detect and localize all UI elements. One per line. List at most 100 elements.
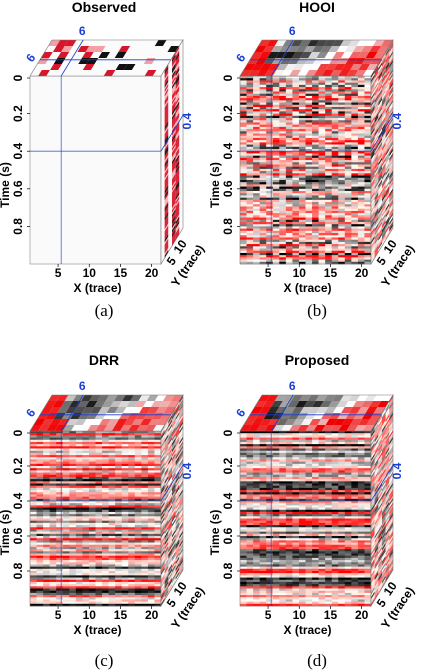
front-cell	[62, 490, 70, 493]
front-cell	[357, 259, 365, 263]
front-cell	[357, 87, 365, 90]
front-cell	[75, 457, 83, 460]
front-cell	[279, 259, 287, 263]
side-cell	[374, 194, 379, 203]
side-cell	[371, 149, 375, 158]
side-cell	[378, 60, 382, 69]
front-cell	[351, 237, 359, 240]
front-cell	[43, 435, 50, 438]
side-cell	[161, 479, 165, 488]
front-cell	[69, 463, 77, 467]
side-cell	[382, 175, 386, 185]
front-cell	[312, 148, 319, 152]
front-cell	[351, 239, 359, 243]
front-cell	[364, 239, 372, 243]
front-cell	[266, 217, 274, 221]
front-cell	[325, 237, 332, 240]
front-cell	[259, 100, 267, 103]
side-cell	[179, 119, 183, 128]
front-cell	[56, 595, 64, 598]
front-cell	[88, 592, 96, 596]
front-cell	[305, 182, 313, 185]
front-cell	[108, 599, 116, 602]
front-cell	[56, 511, 64, 515]
side-cell	[389, 183, 393, 192]
top-cell	[352, 46, 365, 52]
front-cell	[128, 439, 136, 443]
front-cell	[88, 487, 96, 491]
side-cell	[168, 179, 172, 188]
front-cell	[128, 553, 136, 556]
front-cell	[95, 441, 103, 445]
side-cell	[378, 208, 382, 217]
front-cell	[240, 217, 247, 221]
front-cell	[240, 164, 247, 167]
front-cell	[253, 221, 260, 225]
front-cell	[56, 544, 64, 548]
front-cell	[69, 538, 77, 541]
top-cell	[159, 46, 172, 52]
front-cell	[344, 259, 352, 263]
side-cell	[389, 57, 393, 66]
front-cell	[364, 140, 372, 143]
front-cell	[154, 476, 162, 480]
front-cell	[154, 522, 162, 526]
front-cell	[56, 450, 64, 454]
front-cell	[259, 76, 267, 79]
front-cell	[305, 228, 313, 232]
top-cell	[114, 52, 127, 58]
front-cell	[95, 490, 103, 493]
front-cell	[292, 135, 300, 139]
side-cell	[168, 150, 172, 160]
side-cell	[385, 229, 390, 238]
side-cell	[172, 490, 176, 499]
front-cell	[344, 228, 352, 232]
front-cell	[259, 106, 267, 110]
side-cell	[175, 116, 180, 125]
side-cell	[161, 486, 165, 495]
front-cell	[62, 511, 70, 515]
side-cell	[161, 140, 165, 149]
front-cell	[115, 520, 122, 524]
side-cell	[161, 127, 165, 136]
front-cell	[82, 592, 90, 596]
front-cell	[141, 470, 149, 473]
front-cell	[154, 446, 162, 449]
front-cell	[43, 573, 50, 576]
front-cell	[246, 124, 254, 128]
time-slice-side-line	[370, 114, 394, 152]
side-cell	[175, 65, 180, 75]
front-cell	[36, 529, 44, 532]
front-cell	[69, 457, 77, 460]
front-cell	[272, 206, 280, 209]
top-cell	[162, 40, 175, 46]
side-cell	[385, 52, 390, 61]
front-cell	[331, 155, 339, 159]
top-cell	[251, 64, 264, 70]
front-cell	[285, 246, 293, 249]
front-cell	[88, 457, 96, 460]
front-cell	[272, 208, 280, 212]
front-cell	[147, 557, 155, 561]
front-cell	[134, 516, 142, 519]
front-cell	[147, 466, 155, 469]
front-cell	[108, 511, 116, 515]
side-cell	[175, 225, 180, 234]
side-cell	[161, 488, 165, 497]
front-cell	[128, 562, 136, 565]
front-cell	[292, 166, 300, 170]
front-cell	[351, 241, 359, 245]
front-cell	[246, 157, 254, 161]
front-cell	[364, 131, 372, 134]
side-cell	[168, 415, 172, 424]
side-cell	[179, 423, 183, 432]
side-cell	[374, 203, 379, 212]
front-cell	[141, 562, 149, 565]
side-cell	[374, 88, 379, 97]
front-cell	[154, 542, 162, 546]
top-cell	[356, 40, 369, 46]
front-cell	[338, 195, 346, 198]
front-cell	[338, 98, 346, 101]
front-cell	[298, 188, 306, 192]
front-cell	[75, 533, 83, 537]
